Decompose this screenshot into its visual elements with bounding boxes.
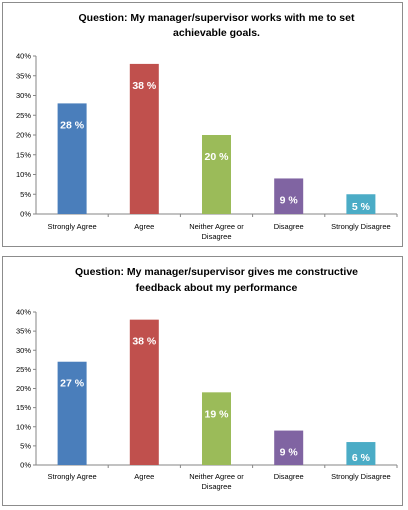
y-tick-label: 10% xyxy=(16,170,31,179)
feedback-chart-panel: Question: My manager/supervisor gives me… xyxy=(2,256,403,506)
bar-strongly-agree xyxy=(57,361,87,465)
y-tick-label: 30% xyxy=(16,91,31,100)
y-tick-label: 35% xyxy=(16,71,31,80)
y-tick-label: 5% xyxy=(20,441,31,450)
data-label-strongly-agree: 27 % xyxy=(60,378,85,390)
bar-neither xyxy=(202,135,231,214)
y-tick-label: 5% xyxy=(20,190,31,199)
x-category-label: Strongly Disagree xyxy=(331,222,391,231)
bar-neither xyxy=(202,392,231,465)
bar-strongly-disagree xyxy=(346,442,376,465)
chart-title-line: achievable goals. xyxy=(173,27,260,39)
bar-agree xyxy=(129,63,159,215)
data-label-disagree: 9 % xyxy=(280,194,299,206)
feedback-bar-chart: Question: My manager/supervisor gives me… xyxy=(16,266,398,491)
bar-strongly-disagree xyxy=(346,194,376,214)
data-label-disagree: 9 % xyxy=(280,447,299,459)
x-category-label: Disagree xyxy=(201,232,231,241)
x-category-label: Strongly Disagree xyxy=(331,472,391,481)
x-category-label: Strongly Agree xyxy=(47,472,96,481)
bar-disagree xyxy=(274,430,304,465)
y-tick-label: 40% xyxy=(16,308,31,317)
x-category-label: Strongly Agree xyxy=(47,222,96,231)
chart-title-line: feedback about my performance xyxy=(136,282,298,294)
y-tick-label: 25% xyxy=(16,111,31,120)
y-tick-label: 25% xyxy=(16,365,31,374)
y-tick-label: 15% xyxy=(16,403,31,412)
data-label-neither: 19 % xyxy=(205,408,230,420)
y-tick-label: 0% xyxy=(20,461,31,470)
data-label-neither: 20 % xyxy=(205,151,230,163)
data-label-strongly-disagree: 6 % xyxy=(352,452,371,464)
y-tick-label: 30% xyxy=(16,346,31,355)
x-category-label: Neither Agree or xyxy=(189,222,244,231)
data-label-strongly-disagree: 5 % xyxy=(352,201,371,213)
y-tick-label: 35% xyxy=(16,327,31,336)
data-label-strongly-agree: 28 % xyxy=(60,119,85,131)
x-category-label: Neither Agree or xyxy=(189,472,244,481)
y-tick-label: 0% xyxy=(20,210,31,219)
chart-title-line: Question: My manager/supervisor works wi… xyxy=(79,12,355,24)
goals-chart-panel: Question: My manager/supervisor works wi… xyxy=(2,2,403,247)
data-label-agree: 38 % xyxy=(132,336,157,348)
x-category-label: Disagree xyxy=(201,482,231,491)
y-tick-label: 40% xyxy=(16,52,31,61)
chart-title-line: Question: My manager/supervisor gives me… xyxy=(75,266,358,278)
x-category-label: Agree xyxy=(134,222,154,231)
x-category-label: Disagree xyxy=(274,472,304,481)
data-label-agree: 38 % xyxy=(132,80,157,92)
y-tick-label: 20% xyxy=(16,384,31,393)
y-tick-label: 20% xyxy=(16,131,31,140)
x-category-label: Agree xyxy=(134,472,154,481)
bar-disagree xyxy=(274,178,304,214)
y-tick-label: 15% xyxy=(16,150,31,159)
goals-bar-chart: Question: My manager/supervisor works wi… xyxy=(16,12,398,241)
bar-strongly-agree xyxy=(57,103,87,214)
y-tick-label: 10% xyxy=(16,422,31,431)
bar-agree xyxy=(129,319,159,465)
x-category-label: Disagree xyxy=(274,222,304,231)
